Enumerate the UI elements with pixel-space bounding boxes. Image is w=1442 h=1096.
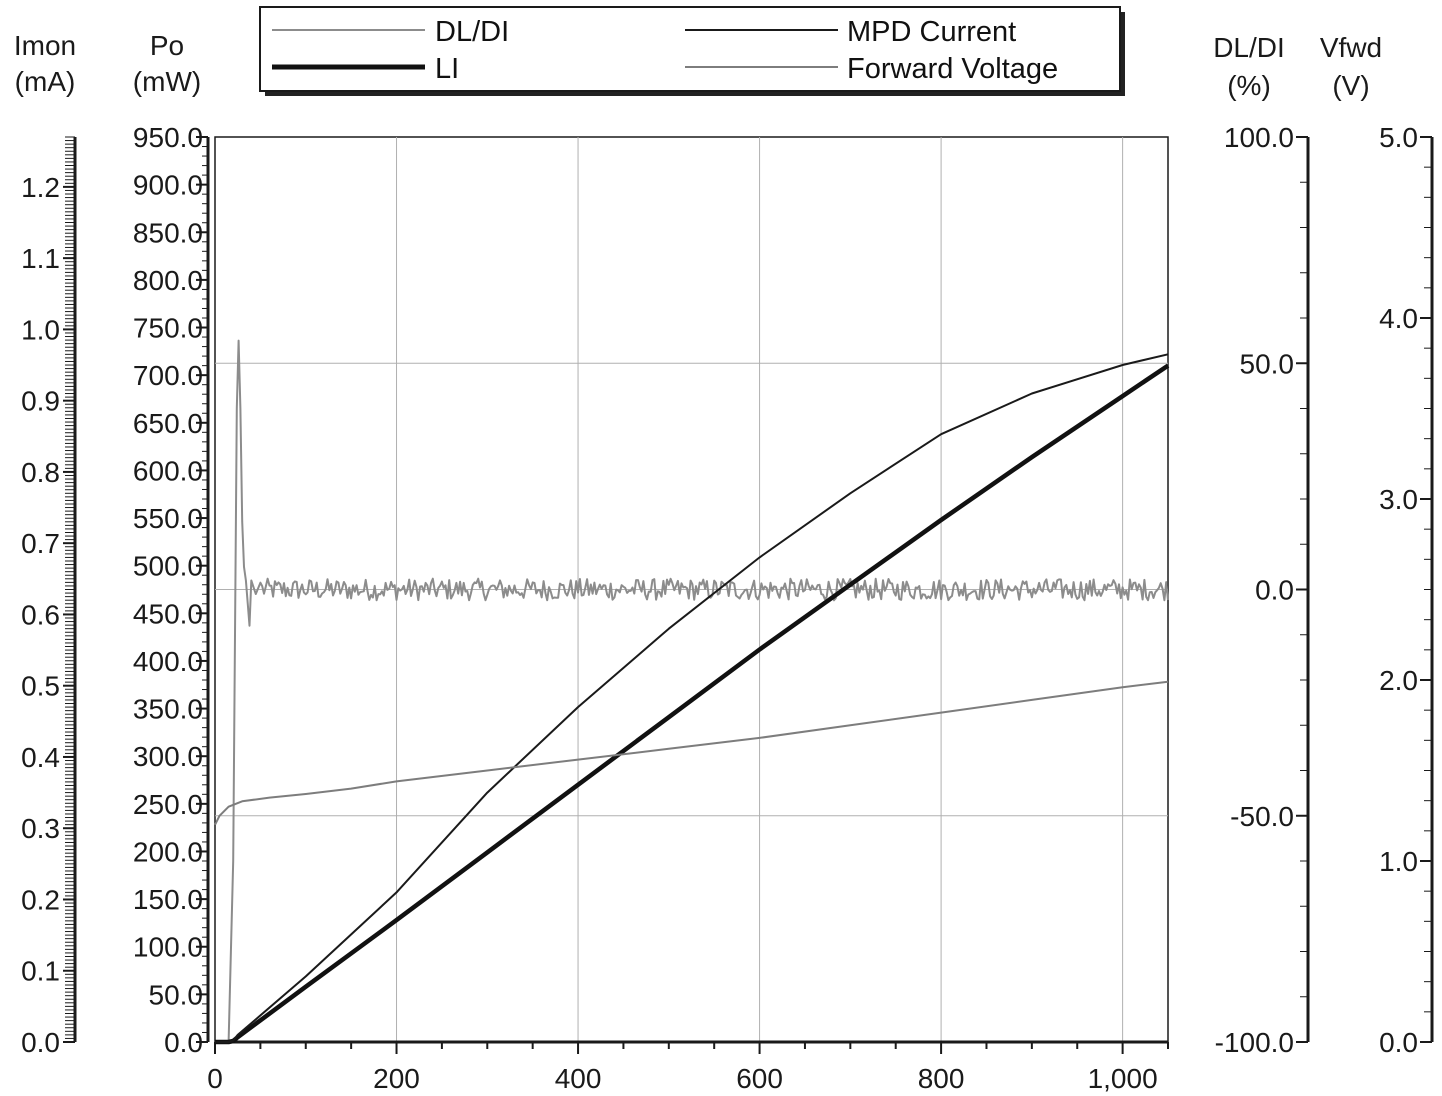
dldi-tick-label: -50.0 — [1230, 801, 1294, 832]
po-tick-label: 750.0 — [133, 313, 203, 344]
vfwd-tick-label: 1.0 — [1379, 846, 1418, 877]
imon-tick-label: 0.8 — [21, 457, 60, 488]
x-tick-label: 0 — [207, 1063, 223, 1094]
po-tick-label: 950.0 — [133, 122, 203, 153]
series-dl-di — [215, 339, 1169, 1043]
dldi-axis-title: DL/DI — [1213, 32, 1285, 63]
po-tick-label: 550.0 — [133, 503, 203, 534]
po-tick-label: 50.0 — [149, 979, 204, 1010]
legend-label-dldi: DL/DI — [435, 16, 509, 48]
po-tick-label: 600.0 — [133, 455, 203, 486]
series-mpd-current — [215, 353, 1169, 1043]
axes: 0 200 400 600 800 1,000 0.0 0.1 0.2 0.3 0.4 0.5 0.6 0… — [21, 122, 1434, 1094]
po-tick-label: 900.0 — [133, 170, 203, 201]
series-forward-voltage — [214, 680, 1169, 826]
vfwd-tick-label: 4.0 — [1379, 303, 1418, 334]
po-tick-label: 800.0 — [133, 265, 203, 296]
dldi-tick-label: 0.0 — [1255, 575, 1294, 606]
po-tick-label: 300.0 — [133, 741, 203, 772]
vfwd-tick-label: 0.0 — [1379, 1027, 1418, 1058]
imon-tick-label: 0.5 — [21, 671, 60, 702]
imon-tick-label: 0.1 — [21, 956, 60, 987]
imon-tick-label: 0.0 — [21, 1027, 60, 1058]
dldi-tick-label: -100.0 — [1215, 1027, 1294, 1058]
imon-axis-title: Imon — [14, 30, 76, 61]
po-tick-label: 0.0 — [164, 1027, 203, 1058]
imon-tick-label: 0.4 — [21, 742, 60, 773]
vfwd-axis-title: Vfwd — [1320, 32, 1382, 63]
po-tick-label: 100.0 — [133, 932, 203, 963]
legend-label-li: LI — [435, 53, 459, 85]
po-tick-label: 850.0 — [133, 217, 203, 248]
imon-axis-unit: (mA) — [15, 66, 76, 97]
x-tick-label: 600 — [736, 1063, 783, 1094]
x-tick-label: 400 — [555, 1063, 602, 1094]
dldi-tick-label: 50.0 — [1240, 348, 1295, 379]
series-group — [214, 339, 1170, 1045]
legend-label-forward-voltage: Forward Voltage — [847, 53, 1058, 85]
imon-tick-label: 1.1 — [21, 243, 60, 274]
imon-tick-label: 0.7 — [21, 528, 60, 559]
dldi-tick-label: 100.0 — [1224, 122, 1294, 153]
po-axis-title: Po — [150, 30, 184, 61]
po-tick-label: 150.0 — [133, 884, 203, 915]
po-tick-label: 350.0 — [133, 694, 203, 725]
imon-tick-label: 1.2 — [21, 172, 60, 203]
vfwd-tick-label: 3.0 — [1379, 484, 1418, 515]
vfwd-tick-label: 5.0 — [1379, 122, 1418, 153]
imon-tick-label: 0.3 — [21, 813, 60, 844]
imon-tick-label: 0.9 — [21, 386, 60, 417]
po-tick-label: 250.0 — [133, 789, 203, 820]
dldi-axis-unit: (%) — [1227, 70, 1271, 101]
po-tick-label: 450.0 — [133, 598, 203, 629]
vfwd-axis-unit: (V) — [1332, 70, 1369, 101]
vfwd-tick-label: 2.0 — [1379, 665, 1418, 696]
imon-tick-label: 0.2 — [21, 884, 60, 915]
legend-box — [259, 6, 1121, 92]
x-tick-label: 1,000 — [1088, 1063, 1158, 1094]
x-tick-label: 200 — [373, 1063, 420, 1094]
imon-tick-label: 1.0 — [21, 314, 60, 345]
po-tick-label: 200.0 — [133, 836, 203, 867]
po-tick-label: 400.0 — [133, 646, 203, 677]
legend: DL/DI LI MPD Current Forward Voltage — [259, 6, 1125, 96]
po-tick-label: 500.0 — [133, 551, 203, 582]
po-axis-unit: (mW) — [133, 66, 201, 97]
imon-tick-label: 0.6 — [21, 599, 60, 630]
x-tick-label: 800 — [918, 1063, 965, 1094]
po-tick-label: 650.0 — [133, 408, 203, 439]
po-tick-label: 700.0 — [133, 360, 203, 391]
legend-label-mpd-current: MPD Current — [847, 16, 1016, 48]
